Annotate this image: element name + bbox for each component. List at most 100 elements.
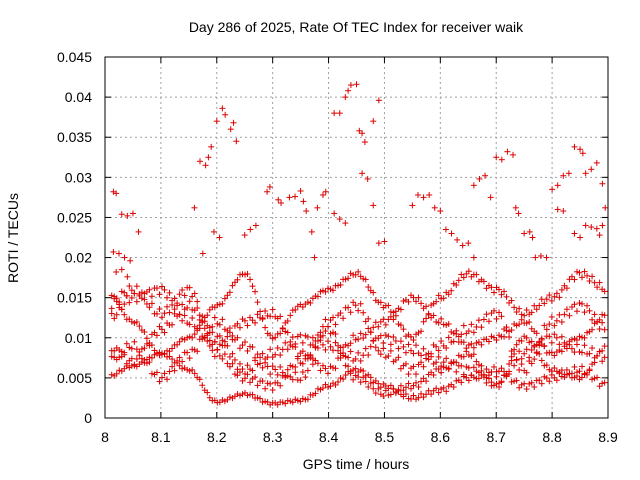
data-point: [599, 319, 606, 326]
data-point: [503, 293, 510, 300]
data-point: [487, 194, 494, 201]
data-point: [365, 325, 372, 332]
data-point: [335, 378, 342, 385]
data-point: [201, 334, 208, 341]
data-point: [584, 329, 591, 336]
data-point: [589, 326, 596, 333]
data-point: [498, 313, 505, 320]
data-point: [511, 378, 518, 385]
data-point: [322, 328, 329, 335]
data-point: [274, 379, 281, 386]
data-point: [566, 370, 573, 377]
data-point: [370, 118, 377, 125]
data-point: [324, 285, 331, 292]
data-point: [126, 316, 133, 323]
data-point: [350, 366, 357, 373]
data-point: [576, 368, 583, 375]
data-point: [516, 384, 523, 391]
data-points: [108, 81, 609, 408]
data-point: [262, 385, 269, 392]
data-point: [317, 288, 324, 295]
data-point: [521, 380, 528, 387]
data-point: [136, 291, 143, 298]
data-point: [304, 396, 311, 403]
data-point: [181, 306, 188, 313]
data-point: [577, 146, 584, 153]
data-point: [176, 354, 183, 361]
data-point: [397, 322, 404, 329]
data-point: [113, 295, 120, 302]
data-point: [506, 328, 513, 335]
data-point: [433, 318, 440, 325]
data-point: [594, 318, 601, 325]
data-point: [573, 337, 580, 344]
plot-frame: [104, 56, 609, 419]
data-point: [541, 362, 548, 369]
data-point: [262, 324, 269, 331]
data-point: [153, 285, 160, 292]
data-point: [229, 282, 236, 289]
data-point: [294, 355, 301, 362]
data-point: [304, 367, 311, 374]
data-point: [435, 353, 442, 360]
data-point: [433, 359, 440, 366]
data-point: [430, 312, 437, 319]
data-point: [340, 376, 347, 383]
data-point: [159, 314, 166, 321]
data-point: [292, 396, 299, 403]
data-point: [453, 368, 460, 375]
data-point: [169, 356, 176, 363]
x-tick-label: 8.5: [375, 429, 395, 445]
data-point: [355, 336, 362, 343]
data-point: [385, 333, 392, 340]
data-point: [247, 366, 254, 373]
data-point: [319, 323, 326, 330]
data-point: [405, 298, 412, 305]
data-point: [445, 334, 452, 341]
data-point: [518, 361, 525, 368]
data-point: [493, 315, 500, 322]
data-point: [513, 341, 520, 348]
data-point: [490, 307, 497, 314]
data-point: [483, 379, 490, 386]
data-point: [473, 271, 480, 278]
data-point: [214, 301, 221, 308]
data-point: [513, 322, 520, 329]
data-point: [435, 319, 442, 326]
data-point: [153, 332, 160, 339]
data-point: [337, 310, 344, 317]
data-point: [438, 363, 445, 370]
data-point: [153, 369, 160, 376]
data-point: [312, 343, 319, 350]
data-point: [395, 387, 402, 394]
data-point: [126, 283, 133, 290]
data-point: [224, 396, 231, 403]
data-point: [322, 316, 329, 323]
data-point: [448, 287, 455, 294]
data-point: [236, 345, 243, 352]
data-point: [146, 304, 153, 311]
data-point: [518, 337, 525, 344]
data-point: [219, 300, 226, 307]
data-point: [123, 360, 130, 367]
data-point: [443, 388, 450, 395]
data-point: [402, 391, 409, 398]
data-point: [563, 341, 570, 348]
data-point: [244, 322, 251, 329]
data-point: [589, 345, 596, 352]
data-point: [224, 327, 231, 334]
data-point: [259, 377, 266, 384]
data-point: [551, 352, 558, 359]
data-point: [133, 298, 140, 305]
data-point: [262, 359, 269, 366]
data-point: [287, 373, 294, 380]
data-point: [571, 143, 578, 150]
data-point: [327, 317, 334, 324]
data-point: [571, 276, 578, 283]
data-point: [546, 366, 553, 373]
data-point: [239, 391, 246, 398]
data-point: [161, 370, 168, 377]
data-point: [509, 151, 516, 158]
data-point: [234, 391, 241, 398]
data-point: [131, 290, 138, 297]
